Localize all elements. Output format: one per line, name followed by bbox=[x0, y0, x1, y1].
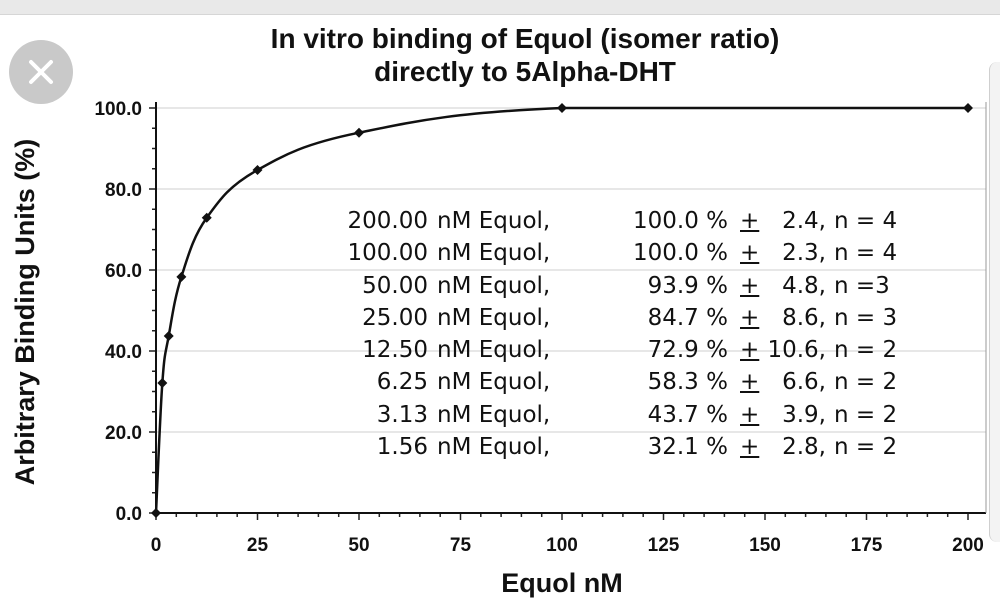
data-point-marker bbox=[157, 377, 168, 388]
side-edge-handle[interactable] bbox=[989, 62, 1000, 542]
series-layer bbox=[151, 103, 973, 518]
annotation-pm: + bbox=[740, 369, 760, 396]
annotation-n: n = 2 bbox=[834, 401, 898, 428]
x-tick-label: 25 bbox=[247, 535, 269, 556]
annotation-err: 4.8, bbox=[782, 272, 826, 299]
annotation-row: 12.50 nM Equol, 72.9 % +10.6, n = 2 bbox=[300, 337, 960, 369]
annotation-table: 200.00 nM Equol, 100.0 % +2.4, n = 4 100.00 nM… bbox=[300, 208, 960, 466]
annotation-n: n = 2 bbox=[834, 337, 898, 364]
annotation-pct: 100.0 % bbox=[632, 208, 728, 234]
y-axis-title: Arbitrary Binding Units (%) bbox=[10, 139, 40, 486]
close-icon bbox=[29, 60, 53, 84]
data-point-marker bbox=[151, 508, 161, 518]
x-tick-label: 125 bbox=[648, 535, 680, 556]
annotation-row: 1.56 nM Equol, 32.1 % +2.8, n = 2 bbox=[300, 434, 960, 466]
annotation-pct: 32.1 % bbox=[647, 434, 728, 461]
annotation-conc: 50.00 bbox=[362, 272, 428, 299]
data-point-marker bbox=[252, 164, 263, 175]
annotation-unit: nM Equol, bbox=[437, 369, 551, 396]
annotation-row: 3.13 nM Equol, 43.7 % +3.9, n = 2 bbox=[300, 402, 960, 434]
annotation-err: 8.6, bbox=[782, 304, 826, 331]
annotation-pct: 93.9 % bbox=[647, 272, 728, 299]
annotation-unit: nM Equol, bbox=[437, 401, 551, 428]
annotation-pm: + bbox=[740, 208, 760, 234]
annotation-err: 2.3, bbox=[782, 240, 826, 267]
data-point-marker bbox=[557, 103, 567, 113]
annotation-pm: + bbox=[740, 401, 760, 428]
annotation-pm: + bbox=[740, 240, 760, 267]
x-tick-label: 75 bbox=[450, 535, 472, 556]
chart-title: In vitro binding of Equol (isomer ratio) bbox=[270, 23, 780, 54]
series-line bbox=[154, 106, 968, 514]
axis-labels: 0 25 50 75 100 125 150 175 200 0.0 20.0 40.0 60.0 80.… bbox=[10, 99, 984, 598]
x-tick-label: 150 bbox=[749, 535, 781, 556]
annotation-err: 10.6, bbox=[767, 337, 826, 364]
axes bbox=[149, 102, 987, 520]
annotation-unit: nM Equol, bbox=[437, 304, 551, 331]
annotation-pm: + bbox=[740, 272, 760, 299]
chart-title-block: In vitro binding of Equol (isomer ratio)… bbox=[120, 22, 930, 88]
annotation-pct: 84.7 % bbox=[647, 304, 728, 331]
annotation-conc: 100.00 bbox=[347, 240, 428, 267]
annotation-row: 100.00 nM Equol, 100.0 % +2.3, n = 4 bbox=[300, 240, 960, 272]
annotation-conc: 6.25 bbox=[376, 369, 428, 396]
annotation-err: 2.4, bbox=[782, 208, 826, 234]
annotation-pm: + bbox=[740, 337, 760, 364]
annotation-unit: nM Equol, bbox=[437, 272, 551, 299]
data-point-marker bbox=[963, 103, 973, 113]
x-tick-label: 175 bbox=[851, 535, 883, 556]
annotation-err: 2.8, bbox=[782, 434, 826, 461]
y-tick-label: 20.0 bbox=[105, 423, 142, 444]
x-tick-label: 100 bbox=[546, 535, 578, 556]
annotation-row: 6.25 nM Equol, 58.3 % +6.6, n = 2 bbox=[300, 369, 960, 401]
top-bar bbox=[0, 0, 1000, 15]
data-point-marker bbox=[176, 271, 187, 282]
annotation-conc: 1.56 bbox=[376, 434, 428, 461]
y-tick-label: 60.0 bbox=[105, 261, 142, 282]
y-tick-label: 100.0 bbox=[94, 99, 142, 120]
annotation-pct: 43.7 % bbox=[647, 401, 728, 428]
annotation-n: n = 2 bbox=[834, 434, 898, 461]
x-tick-label: 200 bbox=[952, 535, 984, 556]
annotation-pct: 72.9 % bbox=[647, 337, 728, 364]
annotation-unit: nM Equol, bbox=[437, 208, 551, 234]
annotation-conc: 12.50 bbox=[362, 337, 428, 364]
annotation-err: 3.9, bbox=[782, 401, 826, 428]
annotation-row: 200.00 nM Equol, 100.0 % +2.4, n = 4 bbox=[300, 208, 960, 240]
annotation-pct: 100.0 % bbox=[632, 240, 728, 267]
data-point-marker bbox=[354, 127, 364, 138]
close-button[interactable] bbox=[9, 40, 73, 104]
y-tick-label: 40.0 bbox=[105, 342, 142, 363]
annotation-err: 6.6, bbox=[782, 369, 826, 396]
annotation-conc: 200.00 bbox=[347, 208, 428, 234]
x-axis-title: Equol nM bbox=[501, 568, 622, 598]
annotation-n: n = 4 bbox=[834, 208, 898, 234]
annotation-pm: + bbox=[740, 434, 760, 461]
data-point-marker bbox=[163, 331, 174, 342]
y-tick-label: 0.0 bbox=[116, 504, 142, 525]
annotation-n: n = 2 bbox=[834, 369, 898, 396]
x-tick-label: 50 bbox=[348, 535, 369, 556]
data-point-marker bbox=[201, 212, 212, 223]
y-tick-label: 80.0 bbox=[105, 180, 142, 201]
annotation-n: n = 4 bbox=[834, 240, 898, 267]
annotation-pct: 58.3 % bbox=[647, 369, 728, 396]
annotation-n: n = 3 bbox=[834, 304, 898, 331]
annotation-pm: + bbox=[740, 304, 760, 331]
annotation-unit: nM Equol, bbox=[437, 434, 551, 461]
annotation-n: n =3 bbox=[834, 272, 890, 299]
chart-subtitle: directly to 5Alpha-DHT bbox=[374, 56, 676, 87]
annotation-row: 25.00 nM Equol, 84.7 % +8.6, n = 3 bbox=[300, 305, 960, 337]
annotation-row: 50.00 nM Equol, 93.9 % +4.8, n =3 bbox=[300, 273, 960, 305]
annotation-conc: 25.00 bbox=[362, 304, 428, 331]
annotation-unit: nM Equol, bbox=[437, 337, 551, 364]
annotation-unit: nM Equol, bbox=[437, 240, 551, 267]
x-tick-label: 0 bbox=[151, 535, 162, 556]
annotation-conc: 3.13 bbox=[376, 401, 428, 428]
